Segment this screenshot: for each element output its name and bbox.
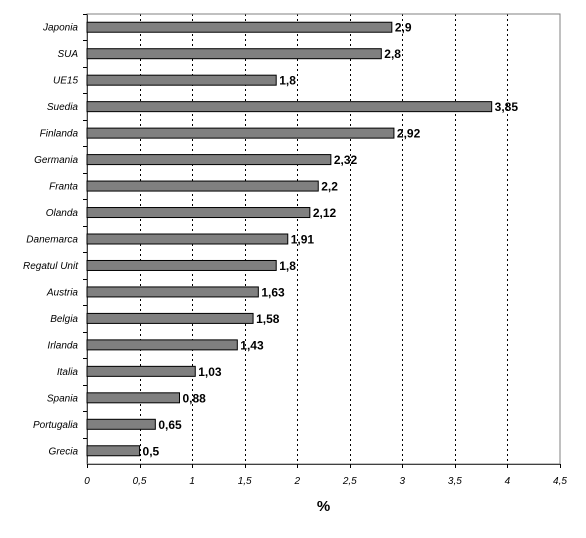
- category-label: Japonia: [42, 23, 78, 34]
- data-label: 2,2: [321, 180, 338, 194]
- category-label: Germania: [34, 155, 78, 166]
- category-label: Belgia: [50, 314, 78, 325]
- category-label: UE15: [53, 76, 78, 87]
- data-label: 0,88: [182, 391, 206, 405]
- data-label: 2,8: [384, 47, 401, 61]
- data-label: 1,43: [240, 338, 264, 352]
- x-tick-label: 0,5: [133, 476, 147, 487]
- x-axis-title: %: [317, 498, 330, 515]
- data-label: 1,03: [198, 365, 222, 379]
- category-label: Italia: [57, 367, 79, 378]
- x-axis-ticks: 0 0,5 1 1,5 2 2,5 3 3,5 4 4,5: [84, 464, 567, 487]
- data-label: 2,32: [334, 153, 358, 167]
- x-tick-label: 3,5: [448, 476, 462, 487]
- bar: [86, 101, 493, 113]
- category-label: Olanda: [46, 208, 79, 219]
- category-label: Portugalia: [33, 420, 78, 431]
- bar: [86, 180, 319, 192]
- bar: [86, 286, 259, 298]
- category-label: Danemarca: [26, 235, 78, 246]
- bars: [86, 21, 493, 457]
- data-label: 3,85: [495, 100, 519, 114]
- category-label: Franta: [49, 182, 78, 193]
- data-labels: 2,9 2,8 1,8 3,85 2,92 2,32 2,2 2,12 1,91 1,8 1,63 1…: [143, 21, 519, 459]
- bar: [86, 48, 382, 60]
- bar: [86, 127, 395, 139]
- bar: [86, 365, 196, 377]
- bar: [86, 418, 156, 430]
- data-label: 2,9: [395, 21, 412, 35]
- bar: [86, 74, 277, 86]
- bar: [86, 233, 289, 245]
- x-tick-label: 4,5: [553, 476, 567, 487]
- category-label: Austria: [46, 287, 79, 298]
- x-tick-label: 3: [400, 476, 406, 487]
- x-tick-label: 0: [84, 476, 90, 487]
- data-label: 1,8: [279, 74, 296, 88]
- x-tick-label: 4: [505, 476, 511, 487]
- data-label: 1,63: [261, 285, 285, 299]
- bar: [86, 312, 254, 324]
- category-label: Irlanda: [47, 340, 78, 351]
- category-label: SUA: [57, 49, 78, 60]
- data-label: 2,92: [397, 127, 421, 141]
- bar: [86, 392, 180, 404]
- category-label: Spania: [47, 393, 79, 404]
- data-label: 2,12: [313, 206, 337, 220]
- bar: [86, 207, 311, 219]
- data-label: 1,8: [279, 259, 296, 273]
- data-label: 0,65: [158, 418, 182, 432]
- data-label: 1,91: [291, 233, 315, 247]
- x-tick-label: 2: [293, 476, 300, 487]
- bar: [86, 21, 393, 33]
- category-label: Suedia: [47, 102, 79, 113]
- category-label: Finlanda: [40, 129, 79, 140]
- category-label: Regatul Unit: [23, 261, 79, 272]
- category-label: Grecia: [49, 446, 79, 457]
- data-label: 1,58: [256, 312, 280, 326]
- x-tick-label: 1: [189, 476, 195, 487]
- bar: [86, 445, 141, 457]
- data-label: 0,5: [143, 444, 160, 458]
- bar: [86, 339, 238, 351]
- x-tick-label: 1,5: [238, 476, 252, 487]
- x-tick-label: 2,5: [342, 476, 357, 487]
- bar: [86, 154, 332, 166]
- bar: [86, 259, 277, 271]
- category-labels: Japonia SUA UE15 Suedia Finlanda Germania Fran…: [23, 14, 87, 457]
